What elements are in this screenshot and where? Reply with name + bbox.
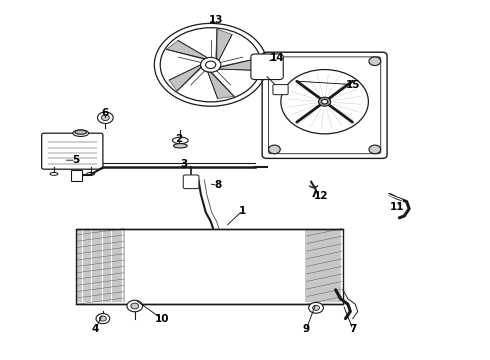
FancyBboxPatch shape [262,52,387,158]
Text: 2: 2 [175,134,182,144]
Text: 7: 7 [349,324,357,334]
Text: 6: 6 [102,108,109,118]
FancyBboxPatch shape [269,57,381,154]
Text: 3: 3 [180,159,187,169]
Text: 11: 11 [390,202,404,212]
Circle shape [309,302,323,313]
Circle shape [96,314,110,324]
FancyBboxPatch shape [42,133,103,169]
Bar [71,170,82,181]
Circle shape [131,303,139,309]
Text: 5: 5 [73,155,79,165]
Polygon shape [169,65,201,91]
Polygon shape [208,72,234,99]
Bar [76,229,343,304]
Text: 12: 12 [314,191,328,201]
Circle shape [127,300,143,312]
Polygon shape [216,29,232,60]
Ellipse shape [75,130,87,134]
Polygon shape [219,58,259,71]
Circle shape [101,115,109,121]
Text: 9: 9 [303,324,310,334]
Circle shape [269,145,280,154]
Text: 10: 10 [154,314,169,324]
Text: 1: 1 [239,206,246,216]
Ellipse shape [173,144,187,148]
Text: 4: 4 [92,324,99,334]
Ellipse shape [73,130,89,136]
Circle shape [313,305,319,310]
Ellipse shape [172,137,188,144]
Circle shape [369,145,381,154]
Ellipse shape [50,172,58,175]
Text: 13: 13 [208,15,223,25]
Circle shape [318,97,331,106]
FancyBboxPatch shape [183,175,199,189]
Ellipse shape [87,172,95,175]
FancyBboxPatch shape [251,54,283,80]
Circle shape [269,57,280,66]
Text: 14: 14 [270,53,284,63]
FancyBboxPatch shape [273,85,288,95]
Circle shape [369,57,381,66]
Polygon shape [167,40,207,59]
Text: 15: 15 [345,80,360,90]
Circle shape [99,316,106,321]
Text: 8: 8 [215,180,221,190]
Circle shape [321,99,328,104]
Circle shape [98,112,113,123]
